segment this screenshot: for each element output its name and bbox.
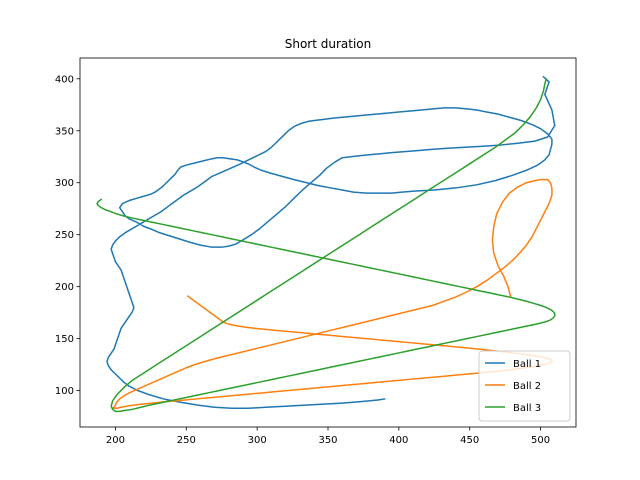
series-line-1 bbox=[106, 75, 556, 410]
series-line-2 bbox=[111, 178, 553, 410]
series-line-3 bbox=[96, 78, 556, 413]
y-tick-label: 250 bbox=[55, 230, 74, 241]
x-tick-label: 300 bbox=[248, 435, 267, 446]
x-tick-label: 250 bbox=[177, 435, 196, 446]
series-group bbox=[96, 75, 556, 413]
y-tick-label: 100 bbox=[55, 386, 74, 397]
y-tick-label: 400 bbox=[55, 74, 74, 85]
chart-title: Short duration bbox=[285, 37, 372, 51]
x-tick-label: 400 bbox=[389, 435, 408, 446]
y-tick-label: 350 bbox=[55, 126, 74, 137]
plot-area bbox=[96, 75, 556, 413]
legend: Ball 1 Ball 2 Ball 3 bbox=[478, 350, 571, 422]
x-tick-label: 500 bbox=[531, 435, 550, 446]
x-tick-label: 200 bbox=[106, 435, 125, 446]
legend-label-1: Ball 1 bbox=[513, 359, 541, 370]
x-tick-label: 450 bbox=[460, 435, 479, 446]
legend-label-3: Ball 3 bbox=[513, 403, 541, 414]
x-tick-label: 350 bbox=[318, 435, 337, 446]
legend-label-2: Ball 2 bbox=[513, 381, 541, 392]
y-tick-label: 300 bbox=[55, 178, 74, 189]
y-tick-label: 200 bbox=[55, 282, 74, 293]
y-tick-label: 150 bbox=[55, 334, 74, 345]
axes: 200 250 300 350 400 450 500 100 150 200 250 300 350 4… bbox=[55, 57, 577, 446]
legend-box bbox=[478, 350, 571, 422]
